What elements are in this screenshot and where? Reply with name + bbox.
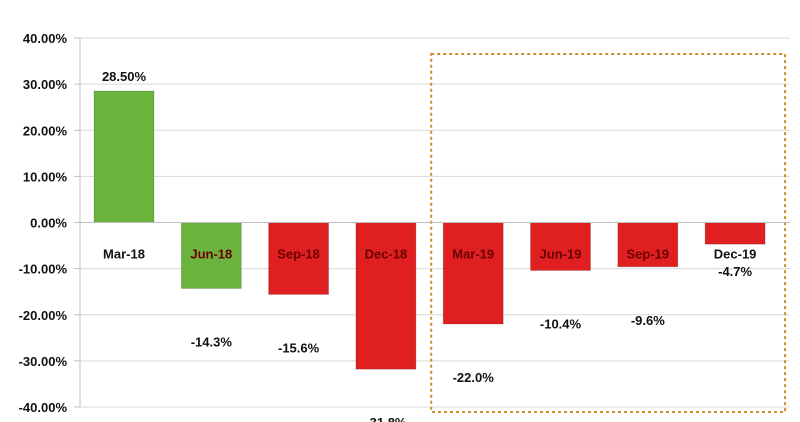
data-label: -9.6% [631, 313, 665, 328]
labels: 40.00% 30.00% 20.00% 10.00% 0.00% -10.00% -20.… [19, 31, 757, 422]
x-tick-label: Mar-18 [103, 247, 145, 262]
bar-jun-19 [530, 222, 591, 271]
data-label: -22.0% [453, 370, 495, 385]
x-tick-label: Jun-18 [190, 247, 232, 262]
x-tick-label: Mar-19 [452, 247, 494, 262]
x-tick-label: Sep-19 [626, 247, 669, 262]
y-tick-label: -30.00% [19, 354, 68, 369]
y-tick-label: 20.00% [23, 123, 68, 138]
highlight-box [430, 53, 787, 413]
data-label: -15.6% [278, 340, 320, 355]
y-tick-label: -20.00% [19, 308, 68, 323]
y-tick-label: 40.00% [23, 31, 68, 46]
bar-sep-18 [268, 222, 330, 295]
bar-mar-18 [93, 90, 155, 223]
bars [93, 90, 766, 370]
bar-dec-18 [355, 222, 417, 370]
y-tick-label: -40.00% [19, 400, 68, 415]
data-label: -31.8% [365, 415, 407, 422]
axes [74, 37, 790, 408]
data-label: -10.4% [540, 316, 582, 331]
bar-jun-18 [180, 222, 242, 289]
bar-dec-19 [704, 222, 766, 245]
data-label: -14.3% [191, 334, 233, 349]
y-tick-label: 10.00% [23, 169, 68, 184]
x-tick-label: Dec-19 [714, 247, 757, 262]
x-tick-label: Jun-19 [540, 247, 582, 262]
y-tick-label: 30.00% [23, 77, 68, 92]
bar-mar-19 [442, 222, 504, 325]
data-label: 28.50% [102, 69, 147, 84]
y-tick-label: 0.00% [30, 216, 67, 231]
x-tick-label: Sep-18 [277, 247, 320, 262]
x-tick-label: Dec-18 [365, 247, 408, 262]
highlight-box-layer [430, 53, 787, 413]
y-tick-label: -10.00% [19, 262, 68, 277]
data-label: -4.7% [718, 264, 752, 279]
